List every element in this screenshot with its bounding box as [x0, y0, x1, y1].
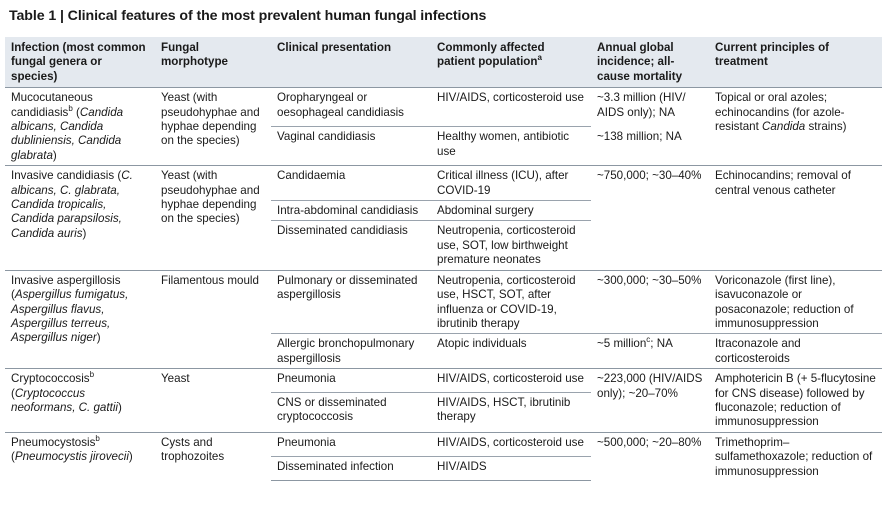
incidence-cell: ~500,000; ~20–80%	[591, 431, 709, 481]
morphotype-cell: Yeast (with pseudohyphae and hyphae depe…	[155, 87, 271, 166]
table-row: Invasive aspergillosis (Aspergillus fumi…	[5, 269, 882, 369]
header-presentation: Clinical presentation	[271, 37, 431, 89]
incidence-cell: ~300,000; ~30–50%	[591, 269, 709, 334]
table-row: CNS or disseminated cryptococcosis HIV/A…	[5, 391, 882, 433]
incidence-cell: ~750,000; ~30–40%	[591, 165, 709, 271]
presentation-cell: Disseminated infection	[271, 456, 431, 482]
presentation-cell: Oropharyngeal or oesophageal candidiasis	[271, 87, 431, 127]
presentation-cell: Disseminated candidiasis	[271, 220, 431, 271]
morphotype-cell: Filamentous mould	[155, 269, 271, 369]
population-cell: HIV/AIDS, corticosteroid use	[431, 87, 591, 127]
population-cell: Neutropenia, corticosteroid use, SOT, lo…	[431, 220, 591, 271]
morphotype-cell: Yeast (with pseudohyphae and hyphae depe…	[155, 165, 271, 271]
header-row: Infection (most common fungal genera or …	[5, 37, 882, 89]
table-row: Disseminated infection HIV/AIDS	[5, 456, 882, 482]
header-treatment: Current principles of treatment	[709, 37, 882, 89]
presentation-cell: Intra-abdominal candidiasis	[271, 200, 431, 221]
incidence-cell: ~5 millionc; NA	[591, 333, 709, 369]
table-row: Vaginal candidiasis Healthy women, antib…	[5, 126, 882, 166]
header-incidence: Annual global incidence; all-cause morta…	[591, 37, 709, 89]
table-row: Invasive candidiasis (C. albicans, C. gl…	[5, 165, 882, 271]
population-cell: Healthy women, antibiotic use	[431, 126, 591, 166]
population-cell: Critical illness (ICU), after COVID-19	[431, 165, 591, 201]
population-cell: Abdominal surgery	[431, 200, 591, 221]
treatment-cell: Trimethoprim–sulfamethoxazole; reduction…	[709, 431, 882, 481]
presentation-cell: Pulmonary or disseminated aspergillosis	[271, 269, 431, 334]
treatment-cell: Voriconazole (first line), isavuconazole…	[709, 269, 882, 334]
incidence-cell: ~223,000 (HIV/AIDS only); ~20–70%	[591, 368, 709, 433]
presentation-cell: Vaginal candidiasis	[271, 126, 431, 166]
table-row: Disseminated candidiasis Neutropenia, co…	[5, 220, 882, 271]
infection-cell: Mucocutaneous candidiasisb (Candida albi…	[5, 87, 155, 166]
morphotype-cell: Yeast	[155, 368, 271, 433]
table-row: Mucocutaneous candidiasisb (Candida albi…	[5, 87, 882, 166]
infection-cell: Pneumocystosisb (Pneumocystis jirovecii)	[5, 431, 155, 481]
treatment-cell: Topical or oral azoles; echinocandins (f…	[709, 87, 882, 166]
presentation-cell: Pneumonia	[271, 368, 431, 393]
population-cell: Atopic individuals	[431, 333, 591, 369]
header-population: Commonly affected patient populationa	[431, 37, 591, 89]
header-infection: Infection (most common fungal genera or …	[5, 37, 155, 89]
presentation-cell: Allergic bronchopulmonary aspergillosis	[271, 333, 431, 369]
presentation-cell: Candidaemia	[271, 165, 431, 201]
treatment-cell: Echinocandins; removal of central venous…	[709, 165, 882, 271]
table-row: Pneumocystosisb (Pneumocystis jirovecii)…	[5, 431, 882, 481]
infection-cell: Cryptococcosisb (Cryptococcus neoformans…	[5, 368, 155, 433]
infection-cell: Invasive candidiasis (C. albicans, C. gl…	[5, 165, 155, 271]
population-cell: HIV/AIDS	[431, 456, 591, 482]
incidence-cell: ~138 million; NA	[597, 129, 682, 143]
table-title: Table 1 | Clinical features of the most …	[9, 8, 487, 24]
population-cell: Neutropenia, corticosteroid use, HSCT, S…	[431, 269, 591, 334]
header-morphotype: Fungal morphotype	[155, 37, 271, 89]
morphotype-cell: Cysts and trophozoites	[155, 431, 271, 481]
presentation-cell: Pneumonia	[271, 431, 431, 457]
fungal-infections-table: Infection (most common fungal genera or …	[5, 37, 882, 482]
table-row: Cryptococcosisb (Cryptococcus neoformans…	[5, 368, 882, 433]
presentation-cell: CNS or disseminated cryptococcosis	[271, 391, 431, 433]
population-cell: HIV/AIDS, corticosteroid use	[431, 431, 591, 457]
population-cell: HIV/AIDS, HSCT, ibrutinib therapy	[431, 391, 591, 433]
table-row: Allergic bronchopulmonary aspergillosis …	[5, 333, 882, 369]
incidence-cell: ~3.3 million (HIV/ AIDS only); NA	[591, 87, 709, 127]
treatment-cell: Amphotericin B (+ 5-flucytosine for CNS …	[709, 368, 882, 433]
table-row: Intra-abdominal candidiasis Abdominal su…	[5, 200, 882, 221]
population-cell: HIV/AIDS, corticosteroid use	[431, 368, 591, 393]
infection-cell: Invasive aspergillosis (Aspergillus fumi…	[5, 269, 155, 369]
treatment-cell: Itraconazole and corticosteroids	[709, 333, 882, 369]
